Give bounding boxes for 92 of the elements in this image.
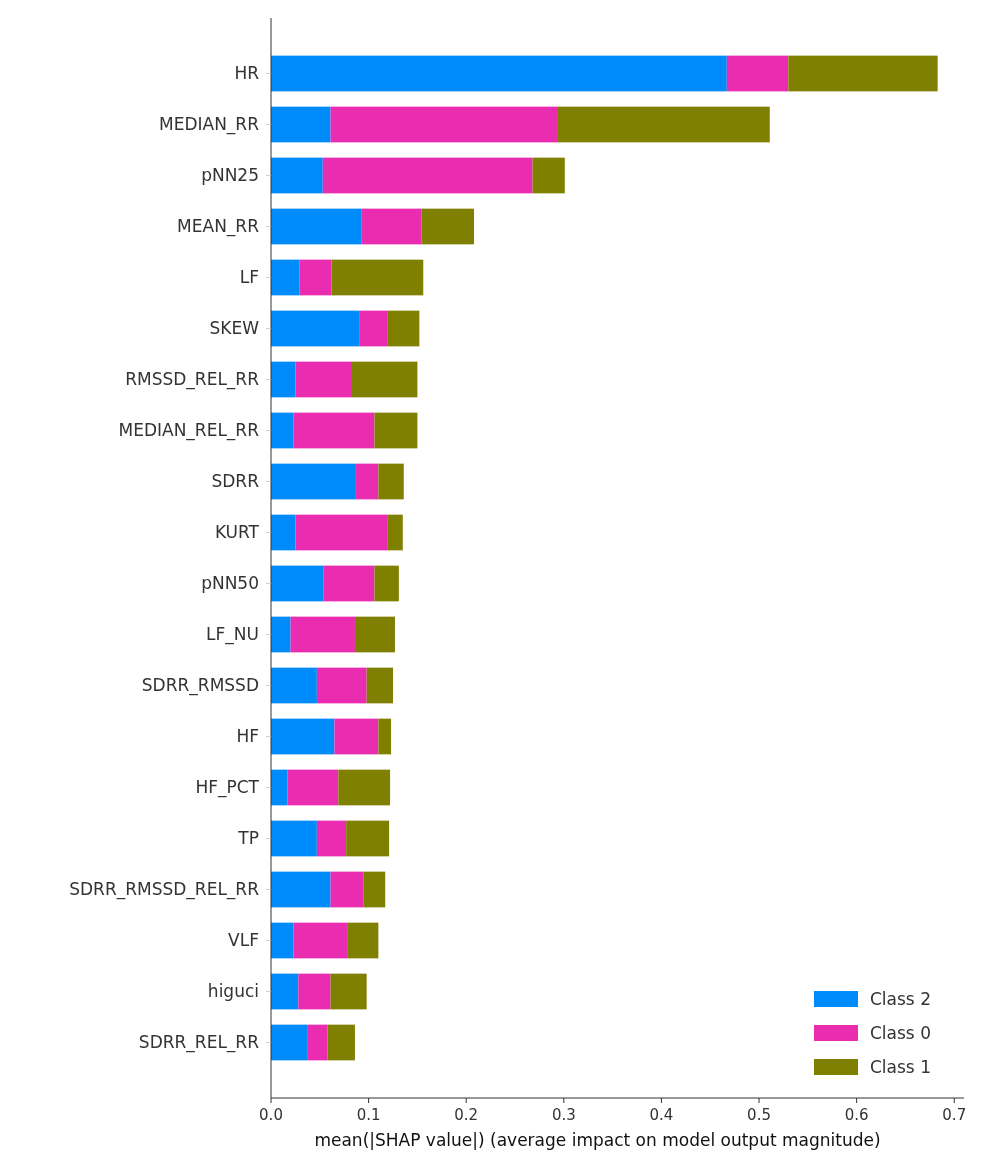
x-tick-label: 0.4 (649, 1106, 674, 1124)
bar (378, 463, 404, 500)
bar (271, 361, 296, 398)
bar (293, 922, 348, 959)
y-tick-label: HF_PCT (195, 777, 260, 799)
x-axis-title: mean(|SHAP value|) (average impact on model output magnitude) (314, 1130, 881, 1150)
bar (290, 616, 355, 653)
y-tick-label: SDRR (211, 471, 260, 492)
y-tick-label: MEAN_RR (177, 216, 260, 238)
bar (271, 157, 323, 194)
bar (347, 922, 379, 959)
bar (271, 973, 299, 1010)
bar (351, 361, 418, 398)
bar (366, 667, 394, 704)
bar (374, 565, 399, 602)
bar (271, 616, 291, 653)
x-tick-label: 0.3 (551, 1106, 576, 1124)
y-tick-label: pNN25 (201, 165, 259, 186)
bar (271, 412, 294, 449)
bar (334, 718, 379, 755)
bar (359, 310, 388, 347)
bar (354, 616, 395, 653)
bar (271, 718, 335, 755)
bar (293, 412, 375, 449)
legend-label: Class 0 (870, 1022, 931, 1043)
y-tick-label: MEDIAN_REL_RR (118, 420, 260, 442)
bar (361, 208, 422, 245)
bar (374, 412, 418, 449)
bar (271, 769, 288, 806)
y-tick-label: SDRR_RMSSD_REL_RR (69, 879, 260, 901)
bar (331, 259, 424, 296)
y-tick-label: VLF (228, 930, 259, 951)
bar (271, 55, 727, 92)
y-tick-label: pNN50 (201, 573, 259, 594)
y-tick-label: SKEW (209, 318, 260, 339)
bar (271, 667, 317, 704)
bar (298, 973, 331, 1010)
bar (557, 106, 770, 143)
bar (295, 361, 352, 398)
bar (316, 820, 347, 857)
bar (788, 55, 938, 92)
bar (271, 259, 300, 296)
bar (378, 718, 392, 755)
bar (295, 514, 388, 551)
bar (271, 463, 356, 500)
bar (307, 1024, 328, 1061)
bar (421, 208, 475, 245)
bar (271, 565, 324, 602)
x-tick-label: 0.0 (259, 1106, 283, 1124)
bar (363, 871, 386, 908)
bar (355, 463, 379, 500)
x-tick-label: 0.1 (356, 1106, 381, 1124)
y-tick-label: LF (239, 267, 259, 288)
bar (271, 514, 296, 551)
y-tick-label: HF (236, 726, 259, 747)
bar (271, 820, 317, 857)
y-tick-label: LF_NU (206, 624, 259, 646)
bar (387, 310, 420, 347)
bar (322, 157, 533, 194)
y-tick-label: MEDIAN_RR (159, 114, 260, 136)
bar (271, 871, 331, 908)
bar (299, 259, 332, 296)
bar (338, 769, 391, 806)
bar (316, 667, 367, 704)
bar (323, 565, 375, 602)
bar (387, 514, 403, 551)
y-tick-label: SDRR_RMSSD (141, 675, 259, 697)
y-tick-label: higuci (207, 981, 259, 1002)
bar (271, 922, 294, 959)
bar (330, 106, 558, 143)
bar (330, 871, 364, 908)
x-tick-label: 0.2 (454, 1106, 479, 1124)
bar (271, 310, 360, 347)
y-tick-label: KURT (214, 522, 260, 543)
bar (271, 1024, 308, 1061)
bar (346, 820, 390, 857)
bar (327, 1024, 355, 1061)
y-tick-label: HR (234, 63, 260, 84)
legend-label: Class 2 (870, 988, 931, 1009)
y-tick-label: RMSSD_REL_RR (125, 369, 260, 391)
x-tick-label: 0.6 (844, 1106, 869, 1124)
x-tick-label: 0.7 (942, 1106, 967, 1124)
y-tick-label: TP (237, 828, 259, 849)
bar (532, 157, 565, 194)
x-tick-label: 0.5 (747, 1106, 771, 1124)
bar (330, 973, 367, 1010)
bar (726, 55, 789, 92)
bar (287, 769, 339, 806)
y-tick-label: SDRR_REL_RR (138, 1032, 260, 1054)
bar (271, 106, 331, 143)
bar (271, 208, 362, 245)
legend-label: Class 1 (870, 1056, 931, 1077)
